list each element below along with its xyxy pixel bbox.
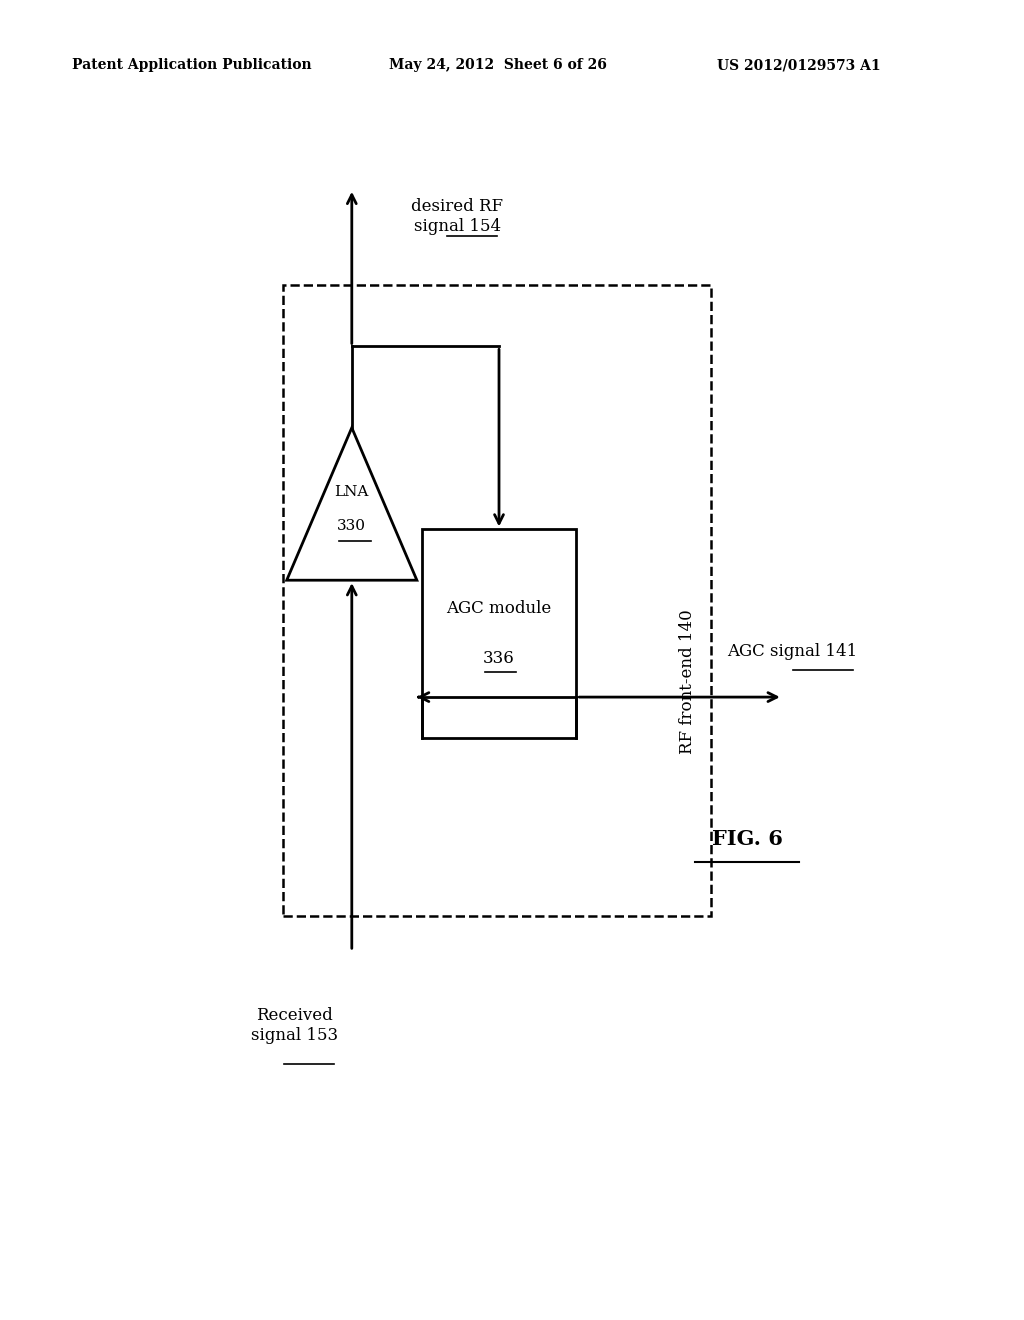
Polygon shape xyxy=(287,428,417,581)
Text: Received
signal 153: Received signal 153 xyxy=(251,1007,338,1044)
Text: 336: 336 xyxy=(483,651,515,668)
Text: RF front-end 140: RF front-end 140 xyxy=(679,610,696,754)
Text: FIG. 6: FIG. 6 xyxy=(712,829,782,849)
Text: AGC module: AGC module xyxy=(446,599,552,616)
Bar xyxy=(283,285,712,916)
Bar xyxy=(422,529,577,738)
Text: May 24, 2012  Sheet 6 of 26: May 24, 2012 Sheet 6 of 26 xyxy=(389,58,607,73)
Text: Patent Application Publication: Patent Application Publication xyxy=(72,58,311,73)
Text: desired RF
signal 154: desired RF signal 154 xyxy=(412,198,504,235)
Text: LNA: LNA xyxy=(335,484,369,499)
Text: US 2012/0129573 A1: US 2012/0129573 A1 xyxy=(717,58,881,73)
Text: 330: 330 xyxy=(337,519,367,533)
Text: AGC signal 141: AGC signal 141 xyxy=(727,643,857,660)
